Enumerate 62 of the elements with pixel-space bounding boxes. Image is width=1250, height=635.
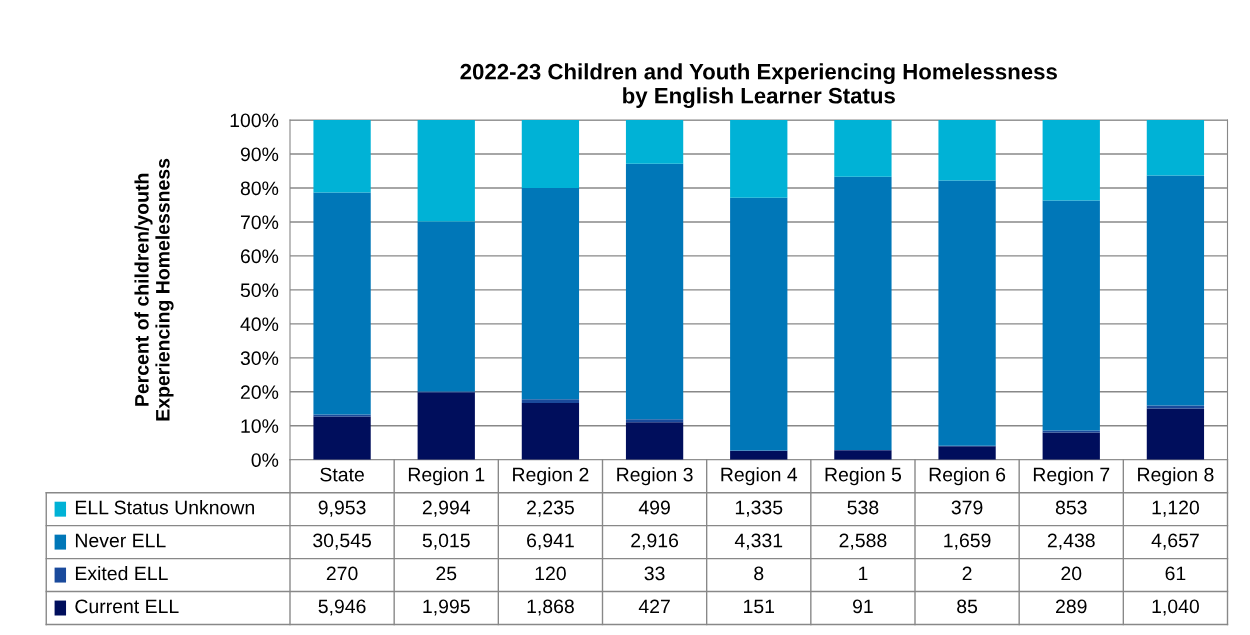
text: 2,994	[422, 500, 471, 517]
legend-label: ELL Status Unknown	[75, 500, 254, 515]
text: 85	[957, 599, 978, 614]
text: 91	[853, 599, 873, 614]
text: 538	[847, 500, 879, 515]
text: 2,588	[839, 533, 887, 550]
text: 25	[436, 566, 457, 581]
text: 427	[638, 599, 670, 614]
y-axis-title: Percent of children/youth Experiencing Homelessness	[134, 158, 174, 421]
x-tick-label: Region 7	[1033, 467, 1110, 486]
legend-label: Current ELL	[75, 599, 179, 614]
y-tick-label: 70%	[240, 215, 279, 230]
x-tick-label: Region 4	[721, 467, 798, 486]
text: 1,868	[527, 599, 574, 616]
text: 1,995	[423, 599, 470, 616]
text: 853	[1055, 500, 1087, 515]
text: 8	[754, 566, 764, 581]
text: 20	[1061, 566, 1082, 581]
text: 2,438	[1047, 533, 1095, 550]
x-tick-label: Region 8	[1138, 467, 1214, 486]
text: 61	[1165, 566, 1186, 581]
text: 270	[326, 566, 358, 581]
text: 499	[638, 500, 670, 515]
y-tick-label: 90%	[240, 147, 279, 162]
x-tick-label: State	[320, 467, 364, 482]
text: 379	[951, 500, 983, 515]
x-tick-label: Region 5	[825, 467, 902, 486]
text: 289	[1056, 599, 1087, 614]
text: 2	[962, 566, 972, 581]
text: 1,120	[1152, 500, 1199, 517]
legend-label: Never ELL	[75, 533, 166, 548]
text: 1,659	[944, 533, 991, 550]
text: 33	[644, 566, 665, 581]
x-tick-label: Region 6	[929, 467, 1006, 486]
y-tick-label: 40%	[240, 317, 279, 332]
text: 9,953	[318, 500, 366, 517]
text: 5,015	[422, 533, 470, 550]
y-tick-label: 30%	[240, 351, 279, 366]
y-tick-label: 50%	[240, 283, 279, 298]
text: 151	[744, 599, 775, 614]
x-tick-label: Region 3	[617, 467, 693, 486]
y-tick-label: 20%	[240, 385, 279, 400]
text: 4,657	[1151, 533, 1199, 550]
y-tick-label: 10%	[241, 419, 279, 433]
y-tick-label: 100%	[230, 113, 279, 128]
y-tick-label: 0%	[251, 453, 279, 467]
x-tick-label: Region 2	[513, 467, 589, 486]
text: 5,946	[318, 599, 366, 616]
y-tick-label: 60%	[240, 249, 279, 264]
text: 6,941	[527, 533, 574, 550]
text: 1	[858, 566, 868, 581]
text: 1,040	[1152, 599, 1199, 616]
text: 120	[535, 566, 566, 581]
text: 1,335	[735, 500, 783, 517]
chart-title: 2022-23 Children and Youth Experiencing Homelessness by English Learner Status	[460, 63, 1057, 109]
legend-label: Exited ELL	[75, 566, 168, 581]
text: 2,916	[631, 533, 679, 550]
x-tick-label: Region 1	[408, 467, 485, 486]
text: 30,545	[313, 533, 372, 550]
y-tick-label: 80%	[240, 181, 279, 196]
text: 2,235	[527, 500, 574, 517]
text: 4,331	[734, 533, 783, 550]
